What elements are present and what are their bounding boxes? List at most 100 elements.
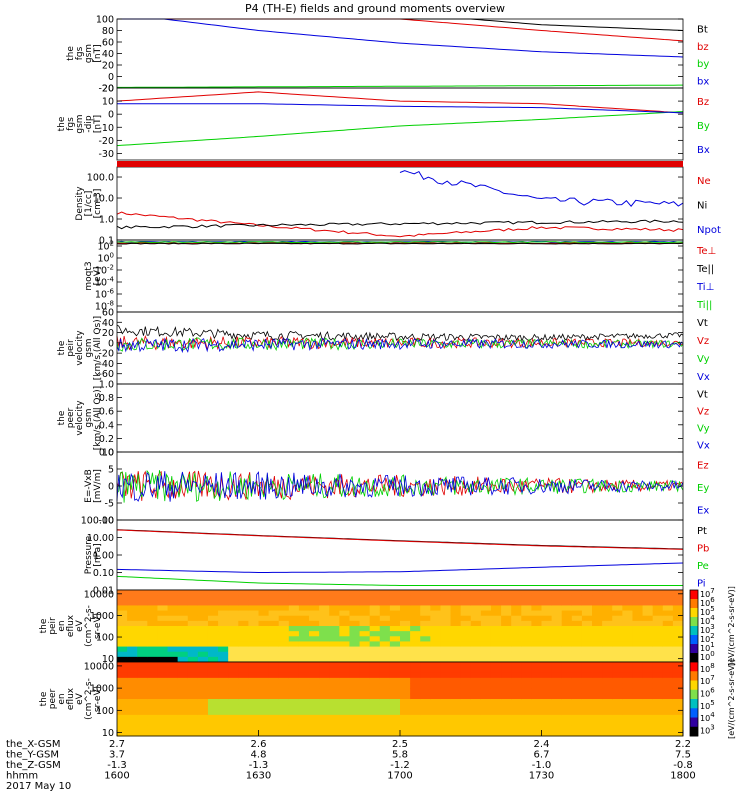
heatmap-cell [541, 662, 553, 668]
heatmap-cell [187, 709, 199, 716]
heatmap-cell [632, 714, 644, 721]
heatmap-cell [117, 704, 128, 711]
date-label: 2017 May 10 [6, 781, 71, 792]
heatmap-cell [490, 610, 502, 617]
heatmap-cell [551, 651, 563, 658]
heatmap-cell [248, 626, 259, 632]
heatmap-cell [147, 672, 158, 679]
heatmap-cell [612, 600, 623, 606]
heatmap-cell [127, 683, 138, 689]
heatmap-cell [207, 667, 219, 674]
heatmap-cell [137, 620, 148, 627]
heatmap-cell [379, 590, 391, 596]
heatmap-cell [369, 600, 381, 606]
heatmap-cell [127, 600, 138, 606]
heatmap-cell [662, 709, 674, 716]
heatmap-cell [571, 693, 583, 700]
heatmap-cell [329, 662, 340, 668]
heatmap-cell [167, 610, 179, 617]
heatmap-cell [147, 605, 158, 612]
heatmap-cell [430, 693, 441, 700]
heatmap-cell [642, 631, 654, 637]
heatmap-cell [349, 667, 361, 674]
heatmap-cell [450, 595, 462, 601]
heatmap-cell [309, 725, 320, 732]
heatmap-cell [430, 672, 441, 679]
heatmap-cell [309, 646, 320, 653]
heatmap-cell [531, 615, 542, 622]
heatmap-cell [561, 720, 573, 726]
heatmap-cell [319, 646, 330, 653]
chart-title: P4 (TH-E) fields and ground moments over… [245, 2, 505, 15]
heatmap-cell [117, 693, 128, 700]
heatmap-cell [511, 662, 522, 668]
heatmap-cell [480, 605, 492, 612]
heatmap-cell [207, 677, 219, 684]
heatmap-cell [511, 656, 522, 663]
heatmap-cell [329, 641, 340, 648]
heatmap-cell [410, 626, 421, 632]
heatmap-cell [379, 641, 391, 648]
heatmap-cell [480, 672, 492, 679]
series-ti-line [116, 241, 684, 244]
heatmap-cell [450, 626, 462, 632]
heatmap-cell [420, 693, 431, 700]
heatmap-cell [319, 605, 330, 612]
heatmap-cell [450, 688, 462, 695]
heatmap-cell [592, 709, 603, 716]
series-ey-line [116, 469, 684, 503]
y-axis-label: eflux [66, 687, 76, 710]
legend-te: Te|| [696, 264, 714, 275]
heatmap-cell [541, 683, 553, 689]
heatmap-cell [581, 693, 593, 700]
heatmap-cell [298, 683, 310, 689]
heatmap-cell [369, 704, 381, 711]
heatmap-cell [167, 704, 179, 711]
heatmap-cell [672, 651, 684, 658]
heatmap-cell [258, 693, 270, 700]
legend-ti: Ti|| [696, 300, 712, 311]
heatmap-cell [480, 631, 492, 637]
heatmap-cell [501, 730, 512, 737]
heatmap-cell [127, 610, 138, 617]
heatmap-cell [511, 605, 522, 612]
heatmap-cell [127, 662, 138, 668]
heatmap-cell [127, 677, 138, 684]
heatmap-cell [238, 693, 249, 700]
y-axis-label: -dip [84, 115, 94, 132]
heatmap-cell [349, 590, 361, 596]
heatmap-cell [177, 646, 189, 653]
heatmap-cell [117, 720, 128, 726]
heatmap-cell [652, 667, 664, 674]
heatmap-cell [309, 636, 320, 642]
heatmap-cell [571, 662, 583, 668]
heatmap-cell [117, 699, 128, 705]
heatmap-cell [400, 626, 411, 632]
heatmap-cell [420, 626, 431, 632]
heatmap-cell [147, 590, 158, 596]
heatmap-cell [561, 656, 573, 663]
heatmap-cell [167, 662, 179, 668]
heatmap-cell [319, 704, 330, 711]
heatmap-cell [490, 672, 502, 679]
series-ne-line [116, 211, 684, 238]
heatmap-cell [400, 677, 411, 684]
heatmap-cell [288, 656, 300, 663]
heatmap-cell [622, 662, 633, 668]
heatmap-cell [662, 672, 674, 679]
heatmap-cell [157, 636, 169, 642]
heatmap-cell [632, 626, 644, 632]
heatmap-cell [410, 693, 421, 700]
heatmap-cell [228, 605, 239, 612]
heatmap-cell [127, 714, 138, 721]
heatmap-cell [581, 626, 593, 632]
heatmap-cell [228, 688, 239, 695]
heatmap-cell [167, 651, 179, 658]
heatmap-cell [612, 605, 623, 612]
heatmap-cell [602, 730, 613, 737]
heatmap-cell [228, 600, 239, 606]
heatmap-cell [248, 683, 259, 689]
heatmap-cell [592, 641, 603, 648]
heatmap-cell [581, 641, 593, 648]
heatmap-cell [238, 683, 249, 689]
